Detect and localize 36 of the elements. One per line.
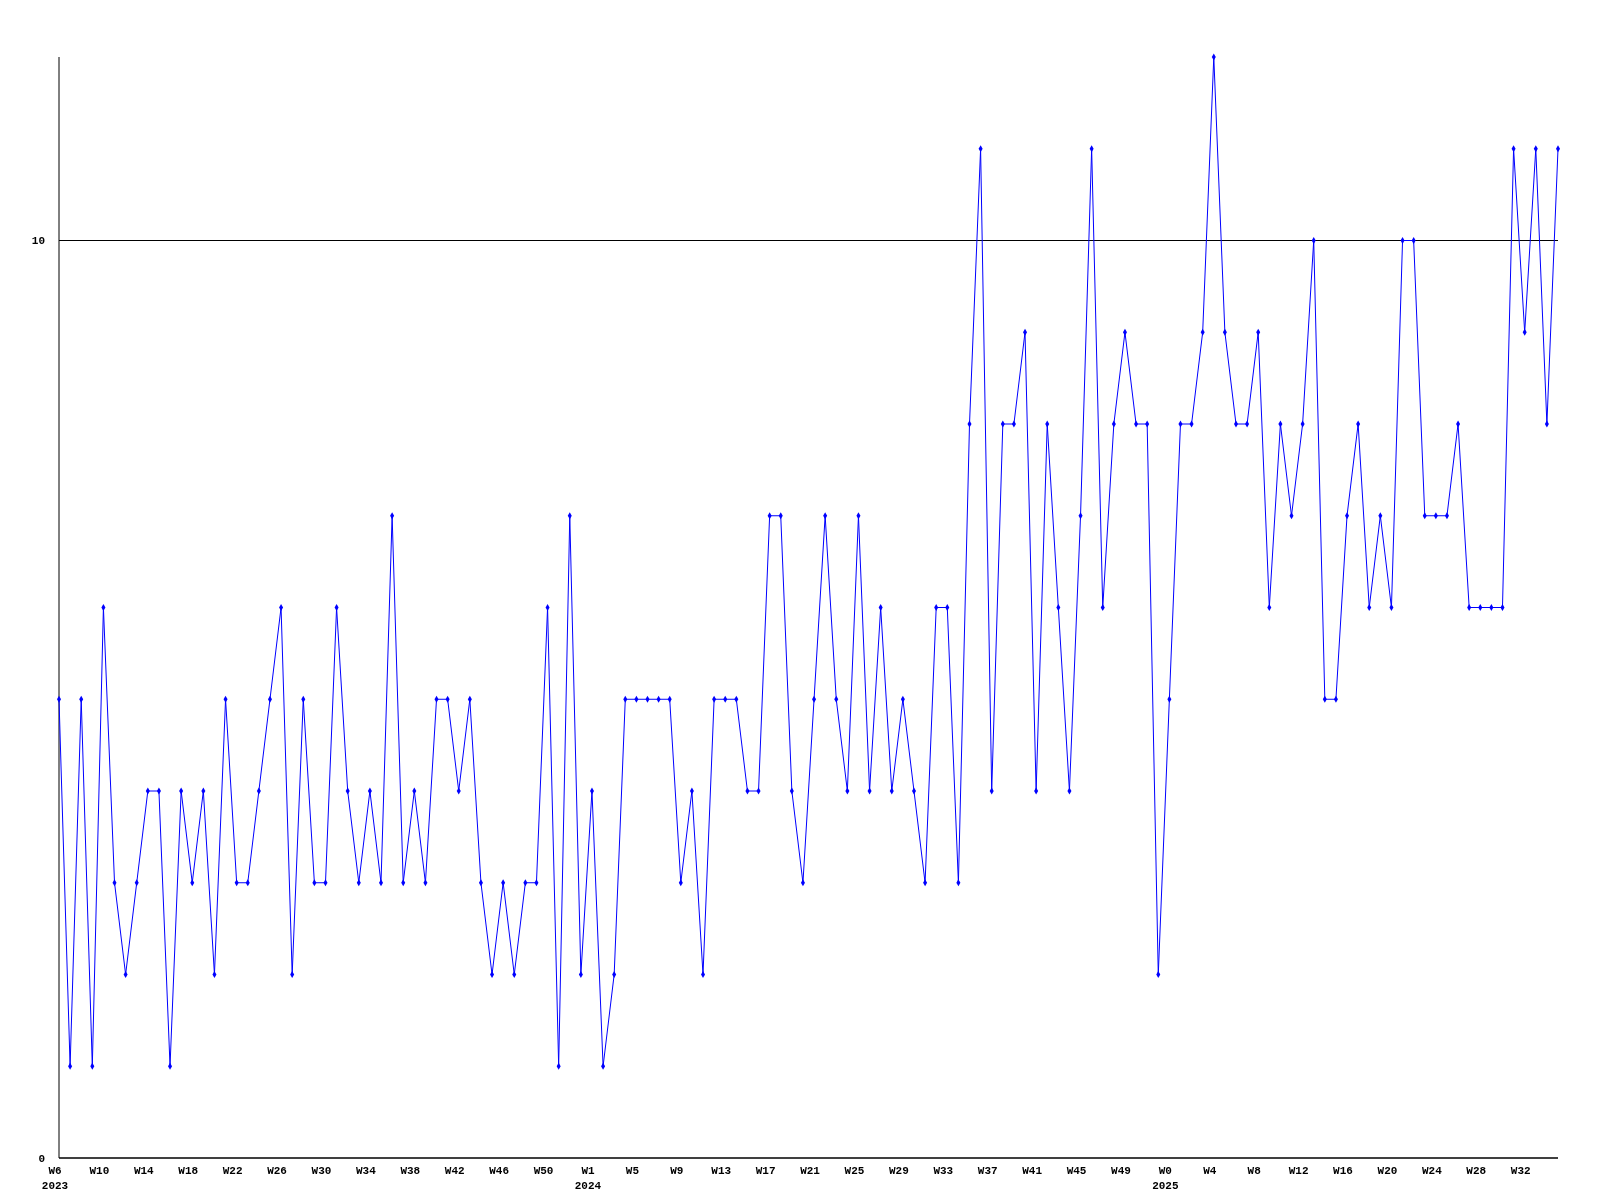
x-tick-label: W13 [711,1165,732,1177]
y-tick-label: 0 [38,1152,45,1165]
x-tick-label: W29 [888,1165,909,1177]
x-tick-label: W22 [222,1165,243,1177]
x-tick-label: W45 [1066,1165,1087,1177]
x-tick-label: W14 [133,1165,155,1177]
x-tick-label: W4 [1203,1165,1217,1177]
x-tick-label: W25 [844,1165,865,1177]
x-tick-label: W16 [1333,1165,1353,1177]
x-tick-label: W9 [670,1165,684,1177]
x-tick-label: W42 [444,1165,465,1177]
x-tick-label: W33 [933,1165,954,1177]
x-tick-label: W34 [356,1165,377,1177]
x-tick-label: W41 [1022,1165,1043,1177]
x-tick-label: W21 [800,1165,821,1177]
x-tick-label: W6 2023 [41,1165,69,1192]
x-tick-label: W28 [1466,1165,1487,1177]
x-tick-label: W8 [1247,1165,1262,1177]
x-tick-label: W10 [89,1165,110,1177]
x-tick-label: W26 [267,1165,287,1177]
x-tick-label: W38 [400,1165,421,1177]
x-tick-label: W30 [311,1165,332,1177]
x-tick-label: W18 [178,1165,199,1177]
x-tick-label: W5 [625,1165,640,1177]
x-tick-label: W0 2025 [1152,1165,1179,1192]
x-tick-label: W12 [1288,1165,1309,1177]
x-tick-label: W20 [1377,1165,1398,1177]
y-tick-label: 10 [31,235,45,248]
x-tick-label: W37 [977,1165,998,1177]
x-tick-label: W32 [1510,1165,1531,1177]
x-tick-label: W1 2024 [574,1165,602,1192]
x-tick-label: W46 [489,1165,510,1177]
x-tick-label: W24 [1421,1165,1443,1177]
x-tick-label: W17 [755,1165,776,1177]
x-tick-label: W49 [1111,1165,1131,1177]
x-tick-label: W50 [533,1165,554,1177]
